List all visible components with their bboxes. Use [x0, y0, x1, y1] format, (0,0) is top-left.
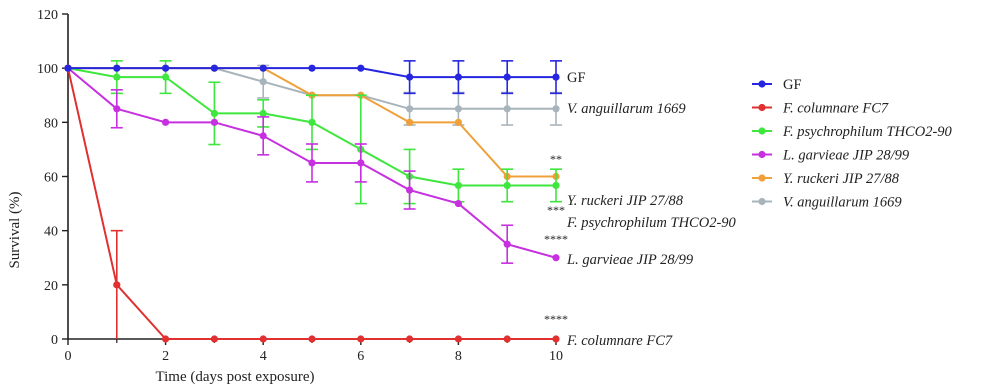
- data-point: [308, 118, 316, 126]
- data-point: [357, 159, 365, 167]
- series-0: [64, 60, 562, 95]
- legend-swatch-marker: [758, 150, 766, 159]
- data-point: [552, 73, 560, 81]
- data-point: [162, 118, 170, 126]
- data-point: [503, 181, 511, 190]
- data-point: [552, 335, 560, 343]
- x-tick-label: 8: [455, 349, 462, 364]
- legend-label: F. psychrophilum THCO2-90: [782, 124, 953, 140]
- data-point: [454, 105, 462, 113]
- data-point: [454, 73, 462, 81]
- x-tick-label: 6: [357, 349, 364, 364]
- legend-label: GF: [783, 77, 802, 93]
- data-point: [454, 335, 462, 343]
- data-point: [259, 109, 267, 117]
- data-point: [210, 335, 218, 343]
- y-tick-label: 100: [37, 62, 58, 77]
- end-label: V. anguillarum 1669: [567, 101, 686, 117]
- data-point: [503, 105, 511, 113]
- y-tick-label: 60: [44, 171, 58, 186]
- data-point: [503, 240, 511, 248]
- data-point: [162, 73, 170, 81]
- x-axis-title: Time (days post exposure): [155, 369, 314, 385]
- data-point: [406, 118, 414, 126]
- data-point: [406, 335, 414, 343]
- y-tick-label: 20: [44, 279, 58, 294]
- data-point: [259, 132, 267, 140]
- data-point: [552, 181, 560, 190]
- y-axis-title: Survival (%): [7, 191, 23, 268]
- legend-label: L. garvieae JIP 28/99: [782, 148, 910, 164]
- data-point: [454, 199, 462, 208]
- data-point: [406, 73, 414, 81]
- end-label: F. columnare FC7: [566, 333, 673, 349]
- data-point: [357, 64, 365, 72]
- data-point: [113, 73, 121, 81]
- x-tick-label: 10: [549, 349, 563, 364]
- series-3: [64, 64, 560, 264]
- data-point: [552, 105, 560, 113]
- series-layer: [64, 60, 562, 343]
- data-point: [552, 254, 560, 262]
- x-tick-label: 0: [65, 349, 72, 364]
- data-point: [503, 73, 511, 81]
- legend-swatch-marker: [758, 174, 766, 182]
- legend-swatch-marker: [758, 127, 766, 135]
- data-point: [113, 105, 121, 113]
- data-point: [210, 109, 218, 117]
- significance-label: ****: [544, 312, 568, 326]
- end-label: F. psychrophilum THCO2-90: [566, 215, 737, 231]
- end-label: L. garvieae JIP 28/99: [566, 252, 694, 268]
- end-label: Y. ruckeri JIP 27/88: [567, 193, 684, 209]
- significance-label: ***: [547, 203, 565, 217]
- data-point: [259, 64, 267, 72]
- legend-label: V. anguillarum 1669: [783, 195, 902, 211]
- legend: GF F. columnare FC7 F. psychrophilum THCO2…: [752, 77, 953, 211]
- data-point: [210, 64, 218, 72]
- legend-item: F. columnare FC7: [752, 101, 889, 117]
- x-tick-label: 2: [162, 349, 169, 364]
- data-point: [503, 335, 511, 343]
- data-point: [357, 335, 365, 343]
- legend-swatch-marker: [758, 197, 766, 206]
- data-point: [259, 78, 267, 86]
- y-tick-label: 40: [44, 225, 58, 240]
- y-tick-label: 0: [51, 333, 58, 348]
- data-point: [406, 186, 414, 194]
- legend-label: Y. ruckeri JIP 27/88: [783, 171, 900, 187]
- y-tick-label: 120: [37, 8, 58, 23]
- data-point: [259, 335, 267, 343]
- data-point: [64, 64, 72, 72]
- data-point: [308, 335, 316, 343]
- data-point: [162, 335, 170, 343]
- y-tick-label: 80: [44, 116, 58, 131]
- data-point: [308, 159, 316, 167]
- data-point: [454, 181, 462, 190]
- data-point: [113, 64, 121, 72]
- significance-label: **: [550, 152, 562, 166]
- significance-label: ****: [544, 232, 568, 246]
- data-point: [162, 64, 170, 72]
- legend-item: GF: [752, 77, 802, 93]
- data-point: [113, 281, 121, 289]
- data-point: [406, 105, 414, 113]
- legend-swatch-marker: [758, 80, 766, 88]
- legend-item: V. anguillarum 1669: [752, 195, 902, 211]
- data-point: [308, 64, 316, 72]
- legend-item: F. psychrophilum THCO2-90: [752, 124, 953, 140]
- legend-item: L. garvieae JIP 28/99: [752, 148, 910, 164]
- x-tick-label: 4: [260, 349, 267, 364]
- legend-item: Y. ruckeri JIP 27/88: [752, 171, 900, 187]
- end-labels: GF F. columnare FC7 F. psychrophilum THCO2…: [544, 70, 737, 349]
- data-point: [454, 118, 462, 126]
- legend-swatch-marker: [758, 103, 766, 112]
- data-point: [210, 118, 218, 126]
- end-label: GF: [567, 70, 586, 86]
- legend-label: F. columnare FC7: [782, 101, 889, 117]
